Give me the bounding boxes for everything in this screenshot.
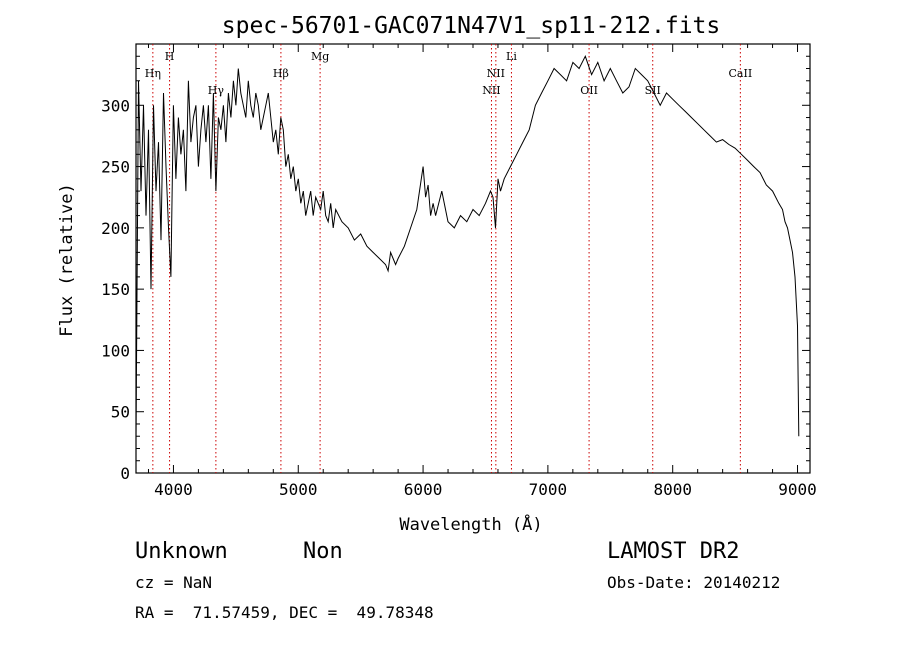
subclass-label: Non [303, 539, 343, 564]
line-marker-label-0: Hη [145, 67, 161, 80]
line-marker-label-7: Li [506, 50, 517, 63]
radec-text: RA = 71.57459, DEC = 49.78348 [135, 603, 434, 622]
y-axis-label: Flux (relative) [57, 183, 77, 337]
line-marker-label-4: Mg [311, 50, 329, 63]
line-marker-label-8: OII [580, 84, 598, 97]
spectrum-line [135, 55, 800, 437]
x-tick-label-5: 9000 [778, 480, 817, 499]
plot-frame [135, 43, 811, 474]
x-axis-label: Wavelength (Å) [399, 513, 542, 535]
class-label: Unknown [135, 539, 228, 564]
y-tick-label-1: 50 [111, 403, 130, 422]
survey-label: LAMOST DR2 [607, 539, 740, 564]
x-tick-label-0: 4000 [154, 480, 193, 499]
y-tick-label-0: 0 [120, 464, 130, 483]
obs-date-text: Obs-Date: 20140212 [607, 573, 781, 592]
y-tick-label-5: 250 [101, 158, 130, 177]
line-marker-label-2: Hγ [208, 84, 225, 97]
chart-title: spec-56701-GAC071N47V1_sp11-212.fits [222, 13, 721, 39]
cz-text: cz = NaN [135, 573, 213, 592]
line-marker-label-1: H [165, 50, 175, 63]
x-tick-label-1: 5000 [279, 480, 318, 499]
y-tick-label-6: 300 [101, 96, 130, 115]
line-marker-label-6: NII [487, 67, 505, 80]
x-tick-label-3: 7000 [529, 480, 568, 499]
line-marker-label-10: CaII [729, 67, 753, 80]
axis-ticks: 4000 5000 6000 7000 8000 9000 0 50 100 150 200 250 3… [101, 44, 817, 499]
y-tick-label-3: 150 [101, 280, 130, 299]
x-tick-label-2: 6000 [404, 480, 443, 499]
line-marker-label-5: NII [482, 84, 500, 97]
x-tick-label-4: 8000 [653, 480, 692, 499]
y-tick-label-2: 100 [101, 341, 130, 360]
y-tick-label-4: 200 [101, 219, 130, 238]
line-marker-label-3: Hβ [273, 67, 289, 80]
